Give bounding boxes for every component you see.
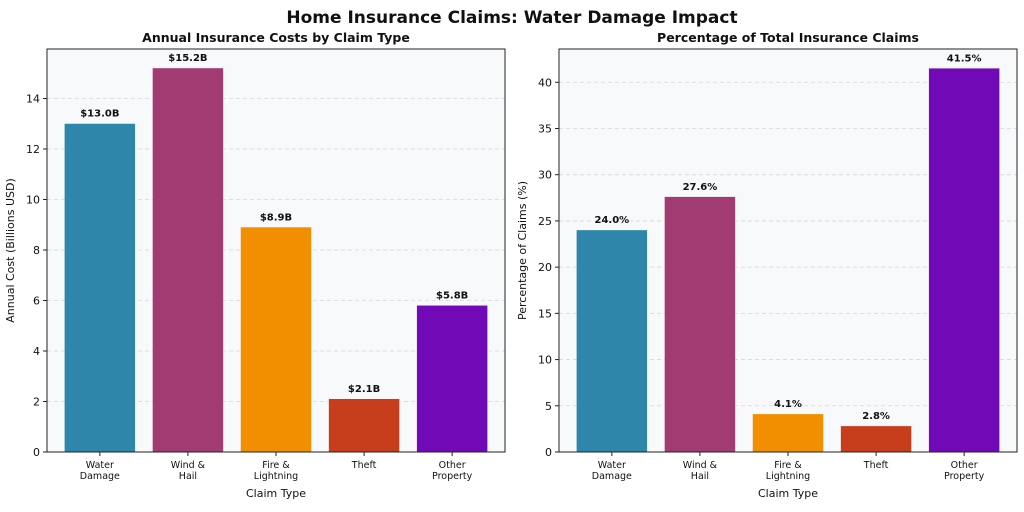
- x-tick-label: Lightning: [766, 471, 810, 482]
- x-tick-label: Theft: [351, 460, 377, 471]
- bar: [240, 227, 312, 452]
- bar: [664, 196, 736, 452]
- x-tick-label: Damage: [592, 471, 632, 482]
- x-tick-label: Wind &: [171, 460, 206, 471]
- axes-frame: [558, 48, 1018, 453]
- data-label: $2.1B: [348, 384, 380, 395]
- y-tick-label: 35: [538, 122, 552, 135]
- y-tick-label: 4: [33, 345, 40, 358]
- bar: [840, 426, 912, 452]
- y-tick-label: 30: [538, 169, 552, 182]
- y-tick-label: 6: [33, 294, 40, 307]
- y-tick-label: 8: [33, 244, 40, 257]
- y-axis-label: Percentage of Claims (%): [516, 181, 529, 320]
- bar: [416, 305, 488, 452]
- x-tick-label: Damage: [80, 471, 120, 482]
- x-tick-label: Wind &: [683, 460, 718, 471]
- data-label: $5.8B: [436, 291, 468, 302]
- bar: [328, 398, 400, 452]
- y-tick-label: 25: [538, 215, 552, 228]
- axes-frame: [46, 48, 506, 453]
- x-tick-label: Theft: [863, 460, 889, 471]
- x-tick-label: Hail: [179, 471, 197, 482]
- x-tick-label: Lightning: [254, 471, 298, 482]
- y-tick-label: 2: [33, 395, 40, 408]
- x-tick-label: Hail: [691, 471, 709, 482]
- data-label: $8.9B: [260, 212, 292, 223]
- x-tick-label: Property: [944, 471, 985, 482]
- data-label: 24.0%: [594, 215, 629, 226]
- data-label: $13.0B: [80, 109, 119, 120]
- bar: [752, 414, 824, 452]
- x-tick-label: Water: [598, 460, 626, 471]
- chart-title: Annual Insurance Costs by Claim Type: [142, 30, 410, 45]
- y-axis-label: Annual Cost (Billions USD): [4, 178, 17, 322]
- y-tick-label: 5: [545, 400, 552, 413]
- x-tick-label: Other: [951, 460, 978, 471]
- bar: [928, 68, 1000, 452]
- bar: [64, 123, 136, 452]
- data-label: 2.8%: [862, 411, 890, 422]
- x-axis-label: Claim Type: [758, 487, 818, 500]
- x-tick-label: Fire &: [774, 460, 802, 471]
- figure-title: Home Insurance Claims: Water Damage Impa…: [286, 8, 737, 28]
- y-tick-label: 12: [26, 143, 40, 156]
- data-label: $15.2B: [168, 53, 207, 64]
- y-tick-label: 10: [538, 354, 552, 367]
- chart-title: Percentage of Total Insurance Claims: [657, 30, 919, 45]
- y-tick-label: 40: [538, 76, 552, 89]
- data-label: 41.5%: [947, 53, 982, 64]
- x-tick-label: Property: [432, 471, 473, 482]
- y-tick-label: 0: [33, 446, 40, 459]
- y-tick-label: 10: [26, 193, 40, 206]
- data-label: 27.6%: [683, 182, 718, 193]
- bar: [576, 230, 648, 452]
- x-tick-label: Other: [439, 460, 466, 471]
- x-axis-label: Claim Type: [246, 487, 306, 500]
- x-tick-label: Fire &: [262, 460, 290, 471]
- data-label: 4.1%: [774, 399, 802, 410]
- y-tick-label: 14: [26, 92, 40, 105]
- bar: [152, 68, 224, 452]
- x-tick-label: Water: [86, 460, 114, 471]
- y-tick-label: 0: [545, 446, 552, 459]
- y-tick-label: 15: [538, 307, 552, 320]
- y-tick-label: 20: [538, 261, 552, 274]
